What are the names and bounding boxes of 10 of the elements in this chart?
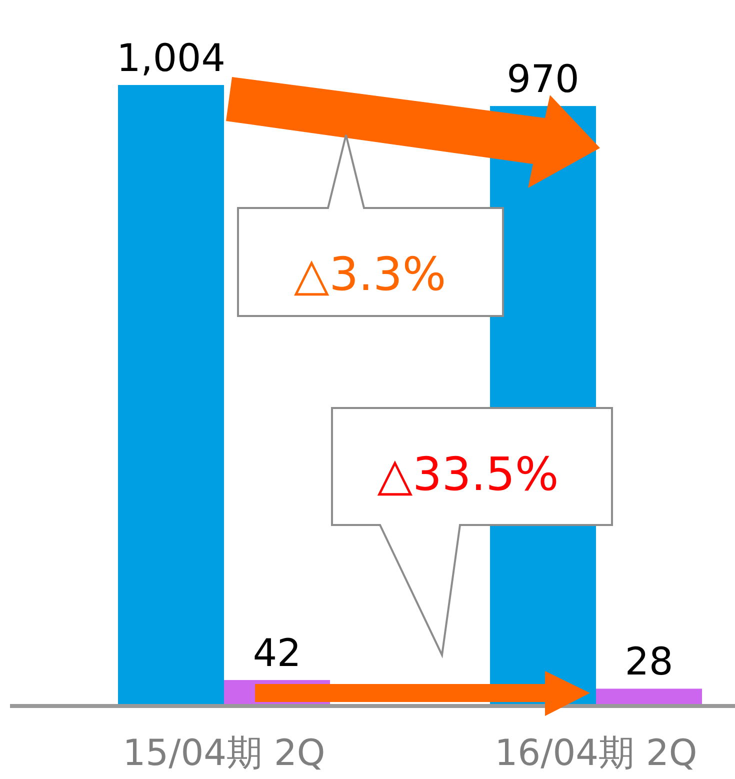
annotation: △33.5% [377,447,559,501]
bar [118,85,224,706]
data-label: 28 [624,640,674,684]
data-label: 970 [506,57,580,102]
data-label: 1,004 [116,36,226,80]
x-tick-label: 16/04期 2Q [494,733,698,774]
x-tick-label: 15/04期 2Q [122,733,326,774]
data-label: 42 [252,631,302,676]
bar [596,688,702,706]
annotation: △3.3% [294,247,446,301]
